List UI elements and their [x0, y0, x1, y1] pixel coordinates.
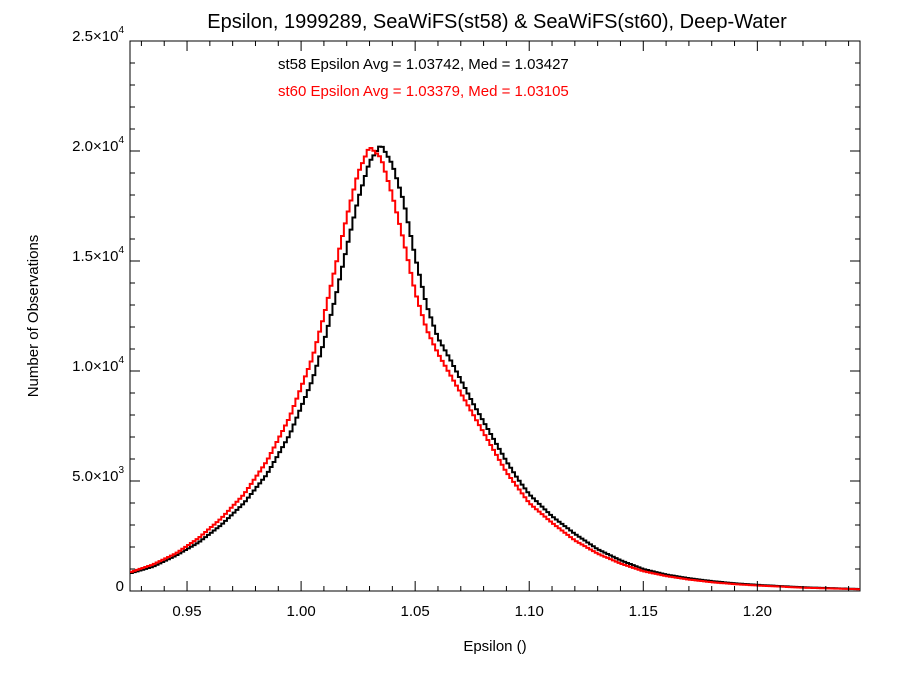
y-tick-exponent: 4 [118, 245, 124, 256]
x-axis: 0.95 1.00 1.05 1.10 1.15 1.20 [140, 41, 850, 620]
y-tick-label: 5.0×103 [72, 465, 124, 485]
series-line-1 [130, 145, 860, 590]
y-tick-label: 2.5×104 [72, 25, 124, 45]
x-tick-label: 1.05 [401, 603, 430, 620]
y-tick-exponent: 3 [118, 465, 124, 476]
y-axis-label: Number of Observations [25, 235, 42, 398]
y-tick-mantissa: 1.5×10 [72, 248, 118, 265]
x-tick-label: 1.15 [629, 603, 658, 620]
y-tick-mantissa: 5.0×10 [72, 468, 118, 485]
y-tick-mantissa: 2.0×10 [72, 138, 118, 155]
y-tick-label: 1.0×104 [72, 355, 124, 375]
annotations: st58 Epsilon Avg = 1.03742, Med = 1.0342… [278, 56, 569, 100]
x-axis-label: Epsilon () [463, 638, 526, 655]
stats-annotation: st58 Epsilon Avg = 1.03742, Med = 1.0342… [278, 56, 569, 73]
x-tick-label: 0.95 [172, 603, 201, 620]
y-tick-exponent: 4 [118, 355, 124, 366]
series-layer [130, 145, 860, 591]
y-tick-mantissa: 1.0×10 [72, 358, 118, 375]
series-line-2 [130, 146, 860, 591]
x-tick-label: 1.00 [286, 603, 315, 620]
y-tick-mantissa: 0 [116, 578, 124, 595]
plot-frame [129, 40, 861, 592]
y-tick-label: 1.5×104 [72, 245, 124, 265]
y-tick-mantissa: 2.5×10 [72, 28, 118, 45]
x-tick-label: 1.10 [515, 603, 544, 620]
stats-annotation: st60 Epsilon Avg = 1.03379, Med = 1.0310… [278, 83, 569, 100]
y-tick-exponent: 4 [118, 135, 124, 146]
y-tick-label: 2.0×104 [72, 135, 124, 155]
y-tick-exponent: 4 [118, 25, 124, 36]
y-tick-label: 0 [116, 578, 124, 595]
chart-title: Epsilon, 1999289, SeaWiFS(st58) & SeaWiF… [207, 11, 787, 33]
x-tick-label: 1.20 [743, 603, 772, 620]
